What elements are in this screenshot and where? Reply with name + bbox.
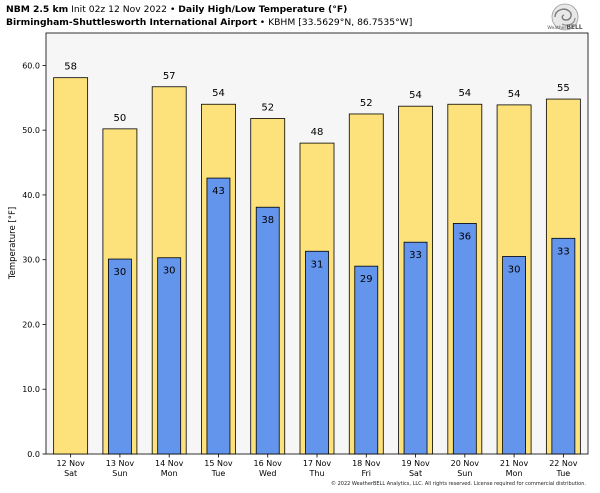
high-value-label: 54 <box>458 88 471 99</box>
chart-header: NBM 2.5 km Init 02z 12 Nov 2022 • Daily … <box>6 3 526 29</box>
y-tick-label: 40.0 <box>22 191 40 200</box>
x-tick-label: 18 Nov Fri <box>352 459 381 478</box>
high-value-label: 58 <box>64 62 77 73</box>
x-tick-label: 17 Nov Thu <box>303 459 332 478</box>
low-value-label: 33 <box>557 246 570 257</box>
low-value-label: 29 <box>360 274 373 285</box>
product-title: Daily High/Low Temperature (°F) <box>178 4 348 15</box>
high-value-label: 57 <box>163 71 176 82</box>
low-value-label: 38 <box>261 215 274 226</box>
high-value-label: 54 <box>409 90 422 101</box>
weatherbell-logo: WeatherBELL <box>547 3 583 31</box>
y-tick-label: 20.0 <box>22 320 40 329</box>
copyright-notice: © 2022 WeatherBELL Analytics, LLC. All r… <box>331 481 586 487</box>
high-bar <box>53 77 89 455</box>
x-axis: 12 Nov Sat 13 Nov Sun 14 Nov Mon 15 Nov Tue 16 N… <box>56 454 578 478</box>
high-value-label: 55 <box>557 83 570 94</box>
x-tick-label: 13 Nov Sun <box>106 459 135 478</box>
y-tick-label: 50.0 <box>22 126 40 135</box>
high-value-label: 52 <box>261 102 274 113</box>
x-tick-label: 19 Nov Sat <box>401 459 430 478</box>
low-value-label: 30 <box>114 267 127 278</box>
init-time: Init 02z 12 Nov 2022 <box>71 4 168 15</box>
low-bar <box>403 241 428 455</box>
low-bar <box>502 256 526 455</box>
y-axis: 0.0 10.0 20.0 30.0 40.0 50.0 60.0 <box>22 61 46 459</box>
low-bars <box>108 177 576 455</box>
x-tick-label: 22 Nov Tue <box>549 459 578 478</box>
low-value-label: 30 <box>163 266 176 277</box>
y-tick-label: 10.0 <box>22 385 40 394</box>
logo-text-prefix: Weather <box>547 25 566 31</box>
title-separator: • <box>169 4 176 15</box>
low-bar <box>157 257 182 455</box>
title-line: NBM 2.5 km Init 02z 12 Nov 2022 • Daily … <box>6 3 526 16</box>
svg-text:WeatherBELL: WeatherBELL <box>547 24 582 31</box>
high-value-label: 50 <box>114 113 127 124</box>
x-tick-label: 21 Nov Mon <box>500 459 529 478</box>
subtitle-line: Birmingham-Shuttlesworth International A… <box>6 16 526 29</box>
x-tick-label: 14 Nov Mon <box>155 459 184 478</box>
y-tick-label: 30.0 <box>22 256 40 265</box>
low-bar <box>206 177 231 455</box>
station-detail: KBHM [33.5629°N, 86.7535°W] <box>268 17 413 28</box>
low-bar <box>354 265 379 455</box>
high-value-label: 54 <box>212 88 225 99</box>
model-name: NBM 2.5 km <box>6 4 69 15</box>
y-axis-label: Temperature [°F] <box>8 207 18 280</box>
low-bar <box>305 250 329 455</box>
y-tick-label: 60.0 <box>22 61 40 70</box>
low-value-label: 36 <box>458 231 471 242</box>
low-bar <box>452 223 477 455</box>
x-tick-label: 20 Nov Sun <box>451 459 480 478</box>
x-tick-label: 15 Nov Tue <box>204 459 233 478</box>
high-value-label: 52 <box>360 98 373 109</box>
low-bar <box>551 237 576 455</box>
bar-value-labels: 58 50 30 57 30 54 43 52 38 48 31 52 29 54 33 54 36 54 30 55… <box>64 62 569 285</box>
logo-text-suffix: BELL <box>566 24 582 31</box>
high-value-label: 54 <box>508 89 521 100</box>
x-tick-label: 12 Nov Sat <box>56 459 85 478</box>
station-name: Birmingham-Shuttlesworth International A… <box>6 17 257 28</box>
low-bar <box>108 258 132 455</box>
weatherbell-swirl-icon <box>551 3 579 31</box>
low-value-label: 30 <box>508 264 521 275</box>
subtitle-separator: • <box>259 17 266 28</box>
low-bar <box>255 206 280 455</box>
low-value-label: 43 <box>212 186 225 197</box>
low-value-label: 31 <box>311 259 324 270</box>
high-value-label: 48 <box>311 127 324 138</box>
low-value-label: 33 <box>409 250 422 261</box>
y-tick-label: 0.0 <box>27 450 40 459</box>
x-tick-label: 16 Nov Wed <box>254 459 283 478</box>
